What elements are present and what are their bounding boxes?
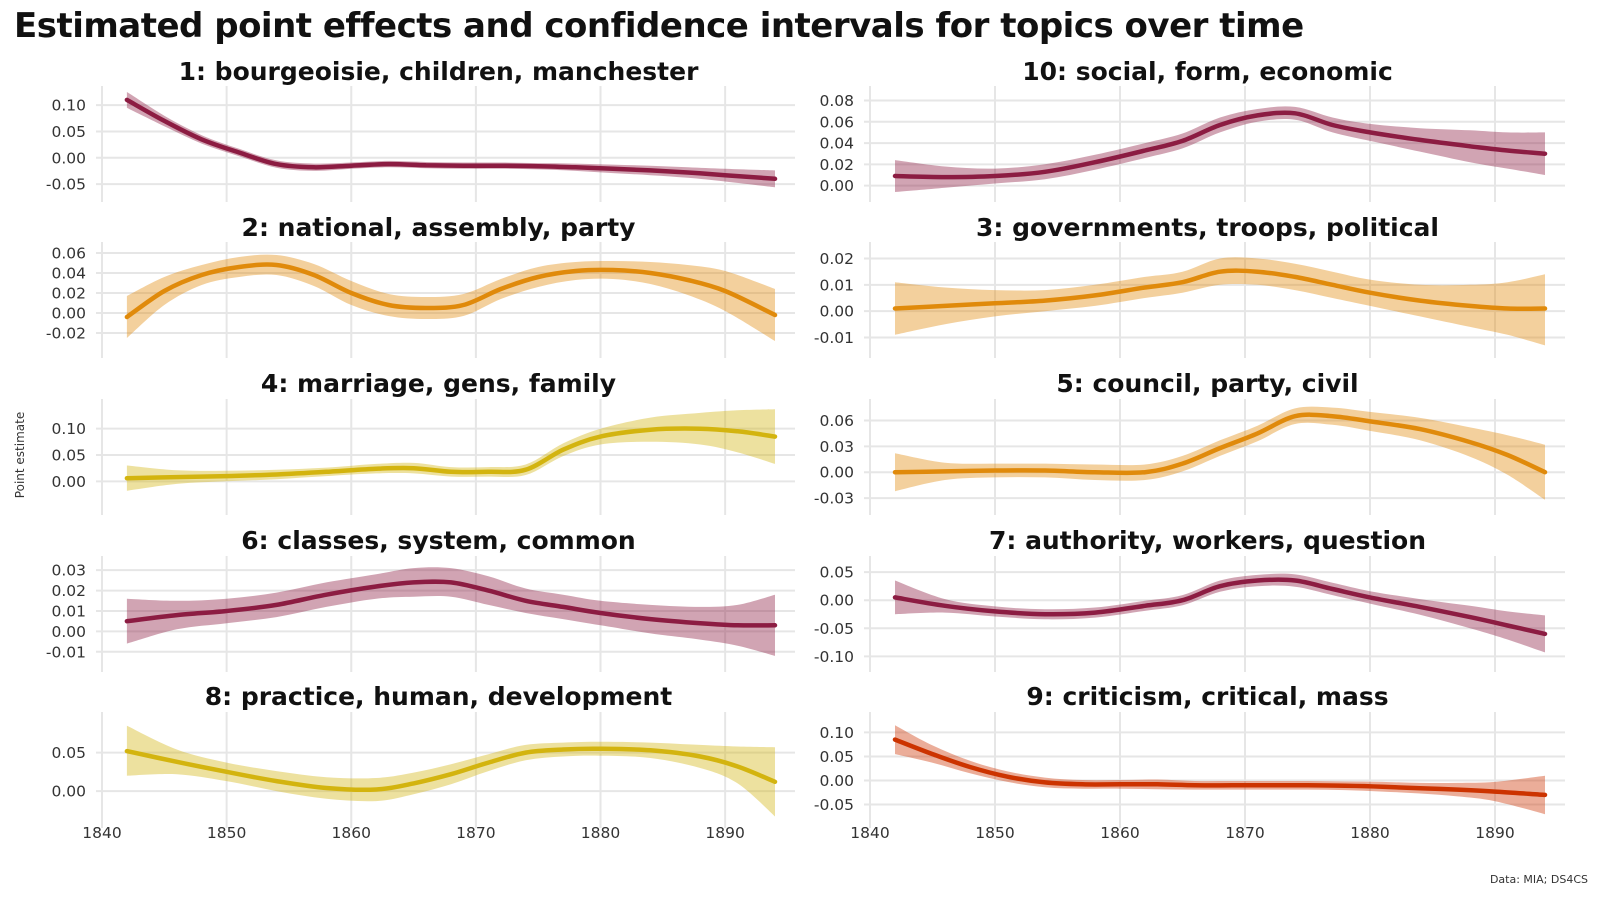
y-tick-label: -0.05	[46, 176, 86, 194]
panel-10: 9: criticism, critical, mass 0.10 0.05 0.00…	[814, 682, 1565, 828]
y-tick-label: 0.06	[819, 113, 854, 131]
x-tick-label: 1840	[850, 824, 889, 842]
y-tick-label: -0.10	[814, 648, 854, 666]
point-estimate-line	[124, 426, 778, 481]
y-tick-label: 0.06	[819, 412, 854, 430]
point-estimate-line	[892, 412, 1548, 476]
y-tick-label: 0.00	[51, 623, 86, 641]
panel-8: 7: authority, workers, question 0.05 0.00 -…	[814, 526, 1565, 672]
y-tick-label: -0.05	[814, 796, 854, 814]
y-tick-label: 0.02	[819, 156, 854, 174]
x-tick-label: 1860	[332, 824, 371, 842]
panel-6: 5: council, party, civil 0.06 0.03 0.00 -0.0…	[814, 369, 1565, 515]
point-estimate-line	[124, 97, 778, 182]
y-tick-label: 0.00	[51, 149, 86, 167]
y-tick-label: -0.02	[46, 325, 86, 343]
x-tick-label: 1890	[1475, 824, 1514, 842]
y-tick-label: 0.06	[51, 245, 86, 263]
y-tick-label: 0.00	[819, 592, 854, 610]
y-tick-label: 0.05	[51, 447, 86, 465]
panel-title: 2: national, assembly, party	[242, 213, 636, 242]
point-estimate-line	[892, 577, 1548, 637]
panel-title: 7: authority, workers, question	[989, 526, 1426, 555]
panel-7: 6: classes, system, common 0.03 0.02 0.01 0.…	[46, 526, 795, 672]
y-tick-label: 0.10	[51, 97, 86, 115]
x-tick-label: 1880	[1350, 824, 1389, 842]
y-tick-label: 0.08	[819, 92, 854, 110]
panel-4: 3: governments, troops, political 0.02 0.0…	[814, 213, 1565, 358]
y-tick-label: 0.00	[51, 783, 86, 801]
confidence-band	[895, 725, 1545, 815]
panel-1: 1: bourgeoisie, children, manchester 0.10…	[46, 57, 795, 202]
panel-title: 9: criticism, critical, mass	[1026, 682, 1388, 711]
y-tick-label: 0.05	[819, 748, 854, 766]
panel-3: 2: national, assembly, party 0.06 0.04 0.02…	[46, 213, 795, 358]
x-tick-label: 1890	[705, 824, 744, 842]
y-tick-label: 0.01	[819, 276, 854, 294]
y-tick-label: 0.02	[51, 285, 86, 303]
point-estimate-line	[124, 746, 778, 793]
y-tick-label: 0.10	[819, 724, 854, 742]
y-tick-label: 0.00	[819, 772, 854, 790]
confidence-band	[895, 106, 1545, 192]
y-tick-label: 0.00	[819, 177, 854, 195]
y-tick-label: 0.00	[51, 305, 86, 323]
chart-title: Estimated point effects and confidence i…	[14, 6, 1304, 46]
point-estimate-line	[892, 737, 1548, 798]
panel-title: 10: social, form, economic	[1022, 57, 1393, 86]
y-tick-label: 0.01	[51, 602, 86, 620]
x-tick-label: 1850	[975, 824, 1014, 842]
y-tick-label: -0.05	[814, 620, 854, 638]
y-tick-label: 0.03	[819, 438, 854, 456]
panel-9: 8: practice, human, development 0.05 0.00	[51, 682, 795, 828]
y-tick-label: 0.05	[51, 744, 86, 762]
panel-title: 6: classes, system, common	[241, 526, 635, 555]
panel-title: 5: council, party, civil	[1056, 369, 1358, 398]
confidence-band	[126, 254, 775, 341]
y-tick-label: 0.00	[819, 464, 854, 482]
y-tick-label: -0.01	[814, 329, 854, 347]
panel-title: 8: practice, human, development	[205, 682, 673, 711]
y-tick-label: 0.10	[51, 420, 86, 438]
panel-title: 4: marriage, gens, family	[261, 369, 616, 398]
x-tick-label: 1870	[456, 824, 495, 842]
y-tick-label: 0.04	[819, 135, 854, 153]
confidence-band	[126, 567, 775, 656]
data-source-caption: Data: MIA; DS4CS	[1489, 873, 1588, 886]
x-tick-label: 1880	[581, 824, 620, 842]
x-tick-label: 1860	[1100, 824, 1139, 842]
panel-title: 3: governments, troops, political	[976, 213, 1439, 242]
y-tick-label: 0.05	[819, 564, 854, 582]
panel-5: 4: marriage, gens, family 0.10 0.05 0.00	[51, 369, 795, 515]
y-tick-label: 0.02	[51, 582, 86, 600]
panel-2: 10: social, form, economic 0.08 0.06 0.04 0.…	[819, 57, 1565, 202]
x-tick-label: 1870	[1225, 824, 1264, 842]
y-tick-label: 0.02	[819, 250, 854, 268]
confidence-band	[126, 409, 775, 491]
point-estimate-line	[124, 579, 778, 628]
y-tick-label: -0.01	[46, 643, 86, 661]
y-tick-label: 0.04	[51, 265, 86, 283]
y-tick-label: 0.05	[51, 123, 86, 141]
y-tick-label: 0.00	[819, 303, 854, 321]
y-tick-label: -0.03	[814, 490, 854, 508]
confidence-band	[895, 406, 1545, 500]
point-estimate-line	[892, 268, 1548, 311]
point-estimate-line	[892, 110, 1548, 180]
panel-title: 1: bourgeoisie, children, manchester	[179, 57, 700, 86]
x-tick-label: 1840	[82, 824, 121, 842]
x-tick-label: 1850	[207, 824, 246, 842]
confidence-band	[126, 92, 775, 188]
y-tick-label: 0.03	[51, 562, 86, 580]
point-estimate-line	[124, 262, 778, 320]
y-tick-label: 0.00	[51, 473, 86, 491]
